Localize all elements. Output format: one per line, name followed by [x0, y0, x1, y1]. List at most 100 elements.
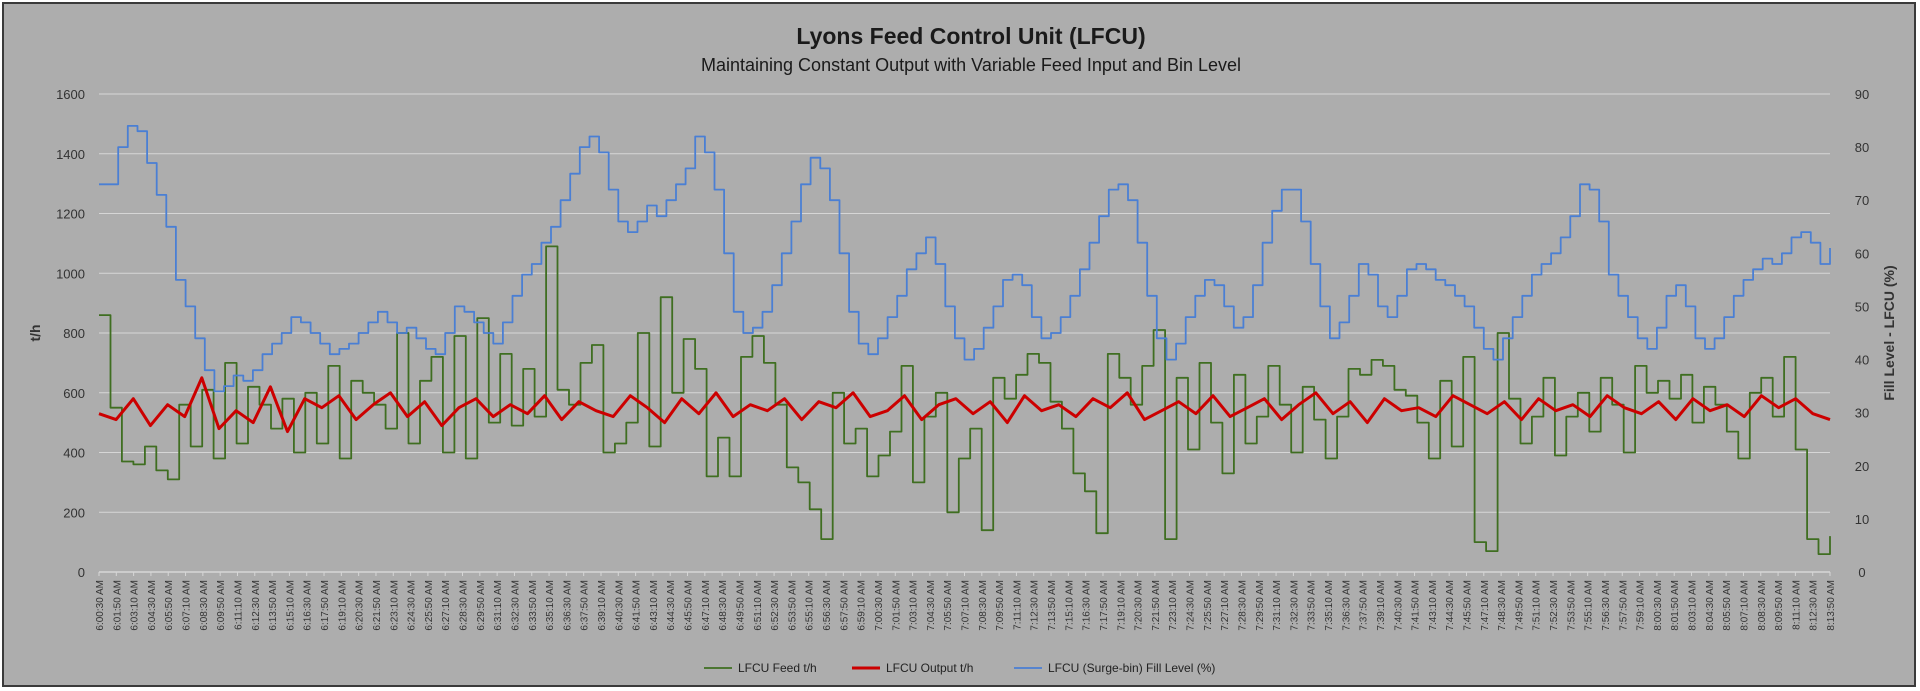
- x-tick-label: 6:13:50 AM: [268, 580, 279, 631]
- x-tick-label: 8:11:10 AM: [1791, 580, 1802, 630]
- x-tick-label: 7:51:10 AM: [1532, 580, 1543, 631]
- x-tick-label: 7:35:10 AM: [1324, 580, 1335, 631]
- x-tick-label: 6:27:10 AM: [441, 580, 452, 631]
- x-tick-label: 6:51:10 AM: [753, 580, 764, 631]
- x-tick-label: 8:12:30 AM: [1809, 580, 1820, 631]
- x-tick-label: 8:13:50 AM: [1826, 580, 1837, 631]
- x-tick-label: 6:16:30 AM: [303, 580, 314, 631]
- x-tick-label: 7:00:30 AM: [874, 580, 885, 631]
- x-tick-label: 6:25:50 AM: [424, 580, 435, 631]
- x-tick-label: 6:20:30 AM: [355, 580, 366, 631]
- series-line-3: [99, 125, 1831, 393]
- y-tick-label: 1400: [56, 147, 85, 162]
- x-tick-label: 6:11:10 AM: [233, 580, 244, 630]
- x-tick-label: 6:59:10 AM: [857, 580, 868, 631]
- x-tick-label: 6:28:30 AM: [459, 580, 470, 631]
- x-tick-label: 7:12:30 AM: [1030, 580, 1041, 631]
- x-tick-label: 6:19:10 AM: [337, 580, 348, 631]
- chart-title: Lyons Feed Control Unit (LFCU): [796, 23, 1145, 49]
- y2-tick-label: 0: [1858, 565, 1865, 580]
- y-tick-label: 600: [63, 386, 85, 401]
- x-tick-label: 6:33:50 AM: [528, 580, 539, 631]
- x-axis: 6:00:30 AM 6:01:50 AM 6:03:10 AM 6:04:30 AM…: [95, 571, 1837, 631]
- x-tick-label: 7:32:30 AM: [1289, 580, 1300, 631]
- x-tick-label: 6:29:50 AM: [476, 580, 487, 631]
- x-tick-label: 8:01:50 AM: [1670, 580, 1681, 631]
- x-tick-label: 7:16:30 AM: [1082, 580, 1093, 631]
- x-tick-label: 6:23:10 AM: [389, 580, 400, 631]
- y-tick-label: 1000: [56, 266, 85, 281]
- x-tick-label: 7:33:50 AM: [1307, 580, 1318, 631]
- x-tick-label: 8:00:30 AM: [1653, 580, 1664, 631]
- x-tick-label: 6:17:50 AM: [320, 580, 331, 631]
- x-tick-label: 6:12:30 AM: [251, 580, 262, 631]
- x-tick-label: 6:39:10 AM: [597, 580, 608, 631]
- x-tick-label: 7:36:30 AM: [1341, 580, 1352, 631]
- x-tick-label: 6:57:50 AM: [839, 580, 850, 631]
- x-tick-label: 7:53:50 AM: [1566, 580, 1577, 631]
- x-tick-label: 6:48:30 AM: [718, 580, 729, 631]
- x-tick-label: 7:24:30 AM: [1186, 580, 1197, 631]
- x-tick-label: 7:41:50 AM: [1411, 580, 1422, 631]
- y2-tick-label: 40: [1855, 353, 1869, 368]
- x-tick-label: 7:23:10 AM: [1168, 580, 1179, 631]
- line-chart: Lyons Feed Control Unit (LFCU) Maintaini…: [27, 23, 1897, 675]
- series-line-1: [99, 245, 1831, 555]
- x-tick-label: 7:49:50 AM: [1514, 580, 1525, 631]
- y-tick-label: 200: [63, 505, 85, 520]
- x-tick-label: 7:48:30 AM: [1497, 580, 1508, 631]
- x-tick-label: 6:43:10 AM: [649, 580, 660, 631]
- x-tick-label: 7:20:30 AM: [1134, 580, 1145, 631]
- x-tick-label: 6:05:50 AM: [164, 580, 175, 631]
- y-tick-label: 800: [63, 326, 85, 341]
- x-tick-label: 7:37:50 AM: [1359, 580, 1370, 631]
- x-tick-label: 6:47:10 AM: [701, 580, 712, 631]
- x-tick-label: 7:04:30 AM: [926, 580, 937, 631]
- x-tick-label: 7:05:50 AM: [943, 580, 954, 631]
- x-tick-label: 6:44:30 AM: [666, 580, 677, 631]
- x-tick-label: 6:40:30 AM: [614, 580, 625, 631]
- y-tick-label: 0: [78, 565, 85, 580]
- x-tick-label: 6:00:30 AM: [95, 580, 106, 631]
- x-tick-label: 7:52:30 AM: [1549, 580, 1560, 631]
- x-tick-label: 7:03:10 AM: [909, 580, 920, 631]
- x-tick-label: 6:37:50 AM: [580, 580, 591, 631]
- x-tick-label: 8:05:50 AM: [1722, 580, 1733, 631]
- x-tick-label: 7:15:10 AM: [1064, 580, 1075, 631]
- x-tick-label: 7:08:30 AM: [978, 580, 989, 631]
- gridlines: [99, 93, 1830, 573]
- x-tick-label: 7:07:10 AM: [961, 580, 972, 631]
- y2-tick-label: 90: [1855, 87, 1869, 102]
- x-tick-label: 7:28:30 AM: [1237, 580, 1248, 631]
- x-tick-label: 8:04:30 AM: [1705, 580, 1716, 631]
- x-tick-label: 6:07:10 AM: [182, 580, 193, 631]
- chart-subtitle: Maintaining Constant Output with Variabl…: [701, 55, 1241, 75]
- x-tick-label: 6:15:10 AM: [285, 580, 296, 631]
- y2-tick-label: 70: [1855, 193, 1869, 208]
- x-tick-label: 8:08:30 AM: [1757, 580, 1768, 631]
- x-tick-label: 7:31:10 AM: [1272, 580, 1283, 631]
- x-tick-label: 7:40:30 AM: [1393, 580, 1404, 631]
- y2-tick-label: 60: [1855, 246, 1869, 261]
- series-line-2: [98, 376, 1831, 434]
- x-tick-label: 7:21:50 AM: [1151, 580, 1162, 631]
- x-tick-label: 6:56:30 AM: [822, 580, 833, 631]
- x-tick-label: 6:32:30 AM: [510, 580, 521, 631]
- x-tick-label: 6:08:30 AM: [199, 580, 210, 631]
- x-tick-label: 7:57:50 AM: [1618, 580, 1629, 631]
- x-tick-label: 6:53:50 AM: [787, 580, 798, 631]
- x-tick-label: 7:25:50 AM: [1203, 580, 1214, 631]
- series-layer: [98, 125, 1831, 555]
- x-tick-label: 8:09:50 AM: [1774, 580, 1785, 631]
- x-tick-label: 8:03:10 AM: [1688, 580, 1699, 631]
- y-axis-right: 0 10 20 30 40 50 60 70 80 90: [1855, 87, 1869, 580]
- x-tick-label: 7:13:50 AM: [1047, 580, 1058, 631]
- x-tick-label: 7:47:10 AM: [1480, 580, 1491, 631]
- x-tick-label: 7:55:10 AM: [1584, 580, 1595, 631]
- x-tick-label: 6:36:30 AM: [562, 580, 573, 631]
- x-tick-label: 6:45:50 AM: [684, 580, 695, 631]
- y-tick-label: 1200: [56, 207, 85, 222]
- x-tick-label: 6:04:30 AM: [147, 580, 158, 631]
- legend-entry: LFCU Feed t/h: [738, 661, 817, 675]
